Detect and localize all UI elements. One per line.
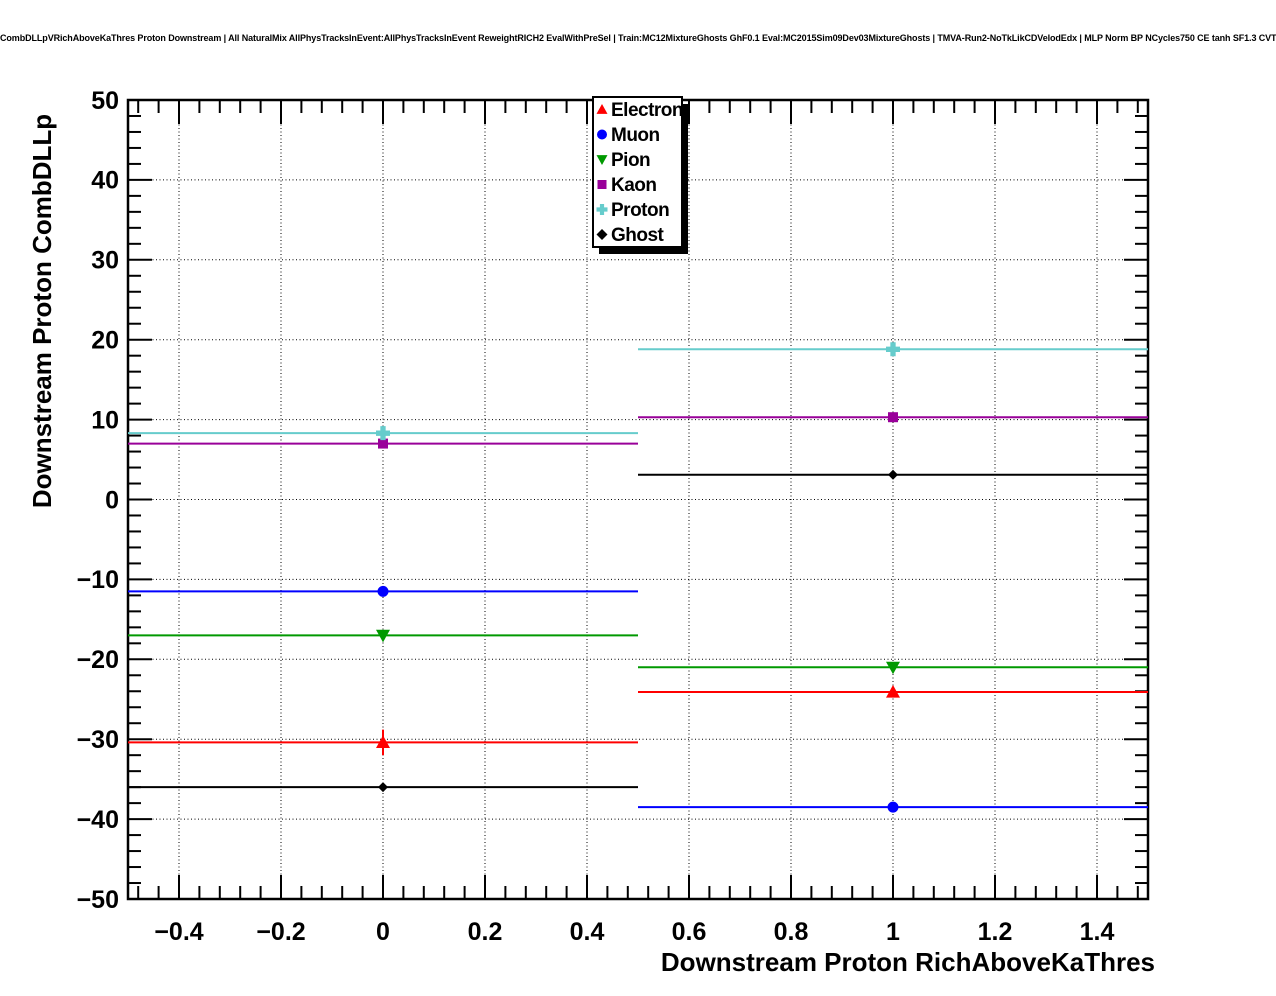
legend-entry-label: Ghost xyxy=(611,225,665,246)
marker-circle xyxy=(887,801,899,813)
y-tick-label: 30 xyxy=(91,247,119,275)
marker-diamond xyxy=(596,229,608,240)
legend-entry-label: Muon xyxy=(611,125,660,146)
marker-square xyxy=(597,180,607,189)
x-tick-label: −0.2 xyxy=(256,918,305,946)
marker-triangle-down xyxy=(376,629,390,643)
y-tick-label: 0 xyxy=(105,486,119,514)
x-tick-label: 0.2 xyxy=(468,918,503,946)
legend-entry-label: Kaon xyxy=(611,175,657,196)
y-tick-label: −30 xyxy=(77,726,119,754)
marker-circle xyxy=(597,129,607,140)
y-tick-label: −20 xyxy=(77,646,119,674)
y-tick-label: 50 xyxy=(91,87,119,115)
x-tick-label: 0.4 xyxy=(570,918,605,946)
marker-diamond xyxy=(378,782,388,793)
legend-entry-label: Proton xyxy=(611,200,669,221)
legend-entry-label: Pion xyxy=(611,150,650,171)
marker-cross xyxy=(596,204,608,215)
x-tick-label: 1.4 xyxy=(1080,918,1115,946)
y-tick-label: 40 xyxy=(91,167,119,195)
x-axis-title: Downstream Proton RichAboveKaThres xyxy=(660,947,1155,977)
y-tick-label: 20 xyxy=(91,326,119,354)
x-tick-label: 0 xyxy=(376,918,390,946)
y-tick-label: −10 xyxy=(77,566,119,594)
y-tick-label: −40 xyxy=(77,806,119,834)
marker-cross xyxy=(886,342,900,357)
legend-entry-label: Electron xyxy=(611,100,683,121)
y-tick-label: 10 xyxy=(91,406,119,434)
legend-box xyxy=(592,96,683,248)
marker-circle xyxy=(377,585,389,597)
marker-square xyxy=(888,412,898,423)
marker-triangle-up xyxy=(376,735,390,748)
x-tick-label: 0.6 xyxy=(672,918,707,946)
marker-diamond xyxy=(888,469,898,480)
marker-triangle-up xyxy=(596,104,608,114)
marker-square xyxy=(378,438,388,449)
marker-triangle-up xyxy=(886,685,900,698)
marker-triangle-down xyxy=(596,155,608,165)
x-tick-label: 1 xyxy=(886,918,900,946)
marker-cross xyxy=(376,426,390,441)
chart-title: CombDLLpVRichAboveKaThres Proton Downstr… xyxy=(0,33,1276,43)
x-tick-label: −0.4 xyxy=(154,918,203,946)
marker-triangle-down xyxy=(886,661,900,675)
y-tick-label: −50 xyxy=(77,886,119,914)
x-tick-label: 1.2 xyxy=(978,918,1013,946)
x-tick-label: 0.8 xyxy=(774,918,809,946)
